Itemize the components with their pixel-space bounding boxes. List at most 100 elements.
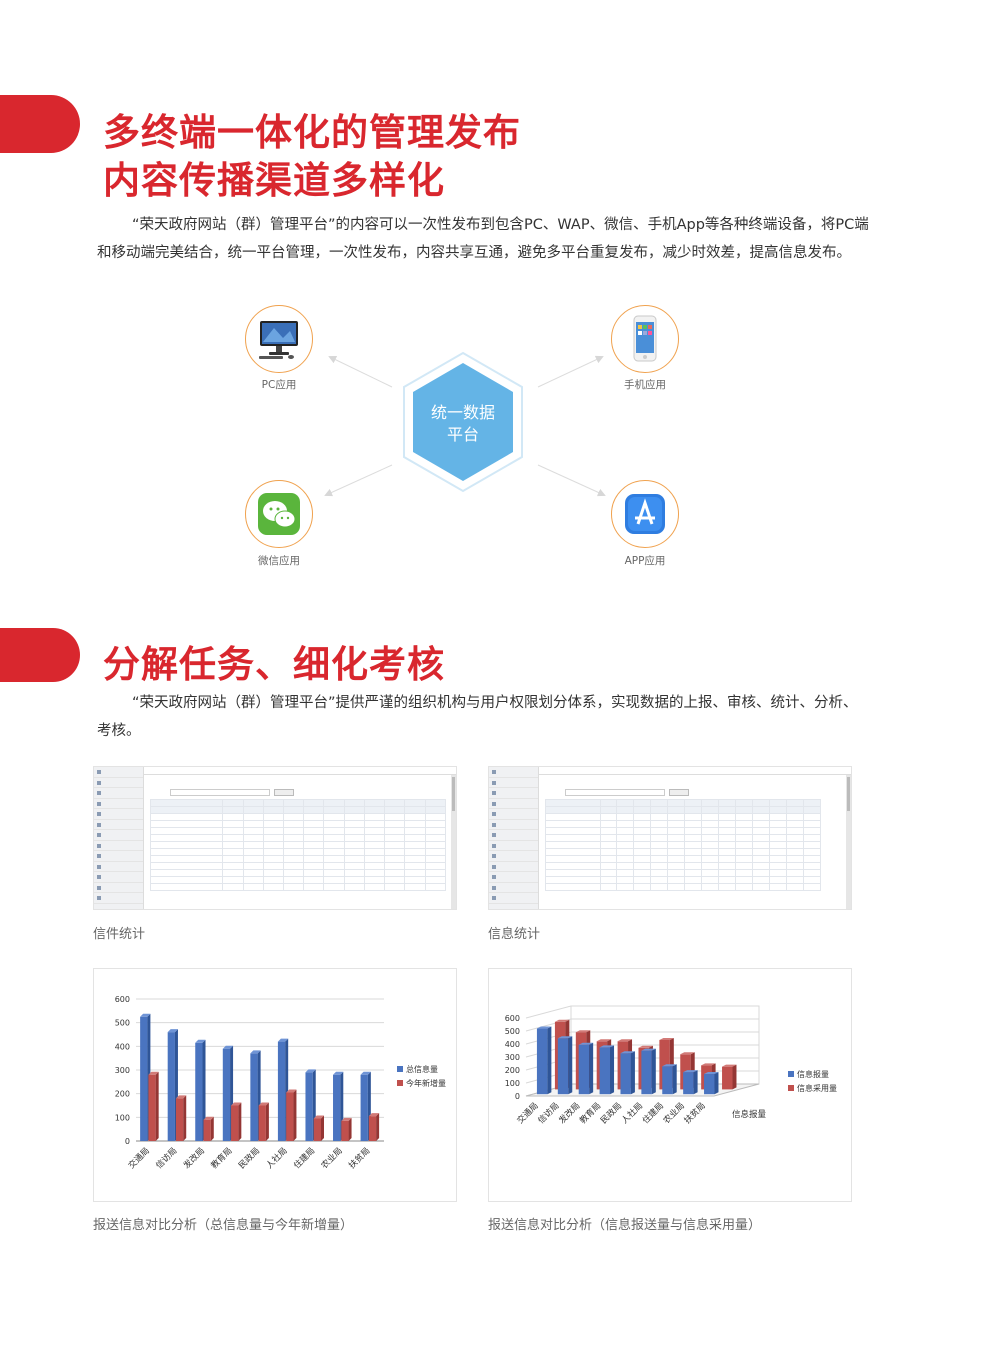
smartphone-icon	[633, 315, 657, 362]
phone-node-label: 手机应用	[624, 379, 666, 391]
bar-top	[554, 1019, 570, 1022]
mini-scrollbar	[451, 775, 456, 909]
bar-top	[222, 1045, 234, 1049]
bar-side	[348, 1117, 352, 1141]
bar-top	[536, 1026, 552, 1029]
bar-top	[258, 1102, 269, 1106]
wechat-node	[245, 480, 313, 548]
x-tick-label: 人社局	[619, 1100, 645, 1126]
arrow-to-pc	[328, 356, 393, 388]
bar-top	[341, 1117, 352, 1121]
bar	[195, 1042, 203, 1141]
bar-side	[376, 1113, 380, 1141]
info-stats-screenshot	[488, 766, 852, 910]
x-tick-label: 人社局	[264, 1145, 290, 1171]
mini-header	[539, 767, 851, 775]
bar-top	[704, 1072, 719, 1075]
legend-label: 总信息量	[406, 1064, 438, 1074]
section1-para-line2: 和移动端完美结合，统一平台管理，一次性发布，内容共享互通，避免多平台重复发布，减…	[97, 245, 851, 261]
bar	[231, 1105, 239, 1141]
bar	[360, 1074, 368, 1141]
section2-para-line2: 考核。	[97, 723, 141, 739]
bar	[536, 1028, 548, 1095]
x-tick-label: 农业局	[661, 1100, 687, 1126]
mini-sidebar	[489, 767, 539, 909]
legend-label: 信息采用量	[797, 1083, 837, 1093]
bar-side	[155, 1071, 159, 1141]
bar-side	[293, 1089, 297, 1141]
bar	[659, 1040, 670, 1090]
x-tick-label: 交通局	[515, 1100, 541, 1126]
pc-node-label: PC应用	[261, 379, 297, 391]
bar	[662, 1066, 673, 1095]
mini-search-input	[170, 789, 270, 796]
y-tick-label: 100	[505, 1079, 520, 1088]
chart2-frame: 0 100 200 300 400 500 600 交通局 信访局 发改局 教育局 民政局 人社局 住建局…	[488, 968, 852, 1202]
arrow-to-wechat	[324, 464, 393, 497]
letter-stats-screenshot	[93, 766, 457, 910]
bar-top	[167, 1029, 178, 1033]
chart2-svg: 0 100 200 300 400 500 600 交通局信访局发改局教育局民政局人社局住建局…	[505, 1005, 837, 1126]
depth-axis-label: 信息报量	[732, 1109, 767, 1120]
wechat-icon	[258, 493, 300, 535]
bar-side	[238, 1102, 242, 1141]
bar-side	[210, 1116, 214, 1141]
section1-heading-line1: 多终端一体化的管理发布	[103, 111, 521, 154]
bar-top	[641, 1048, 656, 1051]
bar-top	[659, 1038, 674, 1040]
y-tick-label: 300	[115, 1066, 130, 1075]
section1-para-line1: “荣天政府网站（群）管理平台”的内容可以一次性发布到包含PC、WAP、微信、手机…	[132, 217, 869, 233]
arrow-to-app	[537, 464, 606, 497]
x-tick-label: 信访局	[154, 1145, 180, 1171]
bar-side	[672, 1064, 677, 1095]
bar	[203, 1119, 211, 1141]
pc-node	[245, 305, 313, 373]
x-tick-label: 交通局	[126, 1145, 152, 1171]
bar-top	[578, 1042, 594, 1045]
bar	[222, 1048, 231, 1141]
bar	[641, 1050, 652, 1095]
bar	[722, 1066, 733, 1090]
bar-top	[722, 1064, 737, 1067]
y-tick-label: 600	[115, 995, 130, 1004]
bar-top	[701, 1063, 716, 1066]
bar-top	[662, 1064, 677, 1067]
y-tick-label: 300	[505, 1053, 520, 1062]
section1-paragraph: “荣天政府网站（群）管理平台”的内容可以一次性发布到包含PC、WAP、微信、手机…	[97, 211, 912, 267]
bar	[175, 1098, 184, 1141]
bar-side	[732, 1064, 737, 1090]
bar-top	[599, 1045, 615, 1048]
bar-top	[175, 1095, 187, 1099]
y-tick-label: 400	[115, 1042, 130, 1051]
x-tick-label: 信访局	[536, 1100, 562, 1126]
bar-top	[250, 1050, 261, 1054]
bar	[557, 1038, 569, 1095]
center-label: 统一数据 平台	[413, 402, 513, 446]
section2-heading: 分解任务、细化考核	[103, 643, 445, 686]
y-tick-label: 600	[505, 1014, 520, 1023]
x-tick-label: 教育局	[209, 1145, 235, 1171]
legend-label: 信息报量	[797, 1069, 829, 1079]
mini-scrollbar	[846, 775, 851, 909]
bar	[599, 1047, 611, 1095]
x-tick-label: 住建局	[291, 1145, 317, 1171]
bar	[341, 1120, 349, 1141]
x-tick-label: 教育局	[578, 1100, 604, 1126]
chart1-caption: 报送信息对比分析（总信息量与今年新增量）	[93, 1218, 354, 1233]
center-label-line1: 统一数据	[430, 403, 495, 422]
bar-top	[140, 1013, 151, 1017]
center-label-line2: 平台	[446, 425, 479, 444]
mini-search-input	[565, 789, 665, 796]
bar-top	[277, 1038, 289, 1042]
bar-side	[693, 1070, 698, 1095]
y-tick-label: 200	[505, 1066, 520, 1075]
platform-diagram: 统一数据 平台 PC应用 手机应用	[230, 295, 710, 585]
section2-paragraph: “荣天政府网站（群）管理平台”提供严谨的组织机构与用户权限划分体系，实现数据的上…	[97, 689, 912, 745]
legend-swatch	[788, 1071, 794, 1077]
bar-side	[589, 1042, 594, 1095]
bar	[250, 1053, 258, 1141]
bar-top	[683, 1070, 698, 1073]
mini-info-table	[545, 799, 822, 891]
bar-side	[610, 1045, 615, 1095]
bar	[286, 1092, 294, 1141]
